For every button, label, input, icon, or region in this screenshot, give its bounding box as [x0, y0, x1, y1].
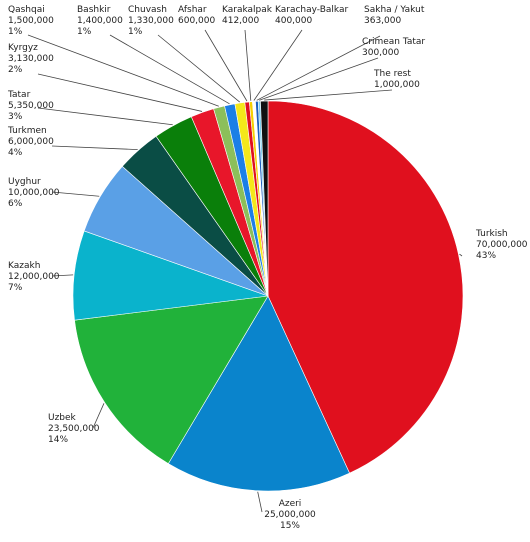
slice-label-pct-label: 1% [128, 27, 143, 37]
slice-label-pct-label: 43% [476, 251, 496, 261]
slice-label-value-label: 300,000 [362, 48, 399, 58]
slice-label-pct-label: 14% [48, 435, 68, 445]
slice-label-value-label: 1,330,000 [128, 16, 174, 26]
slice-label: Turkish 70,000,000 43% [475, 229, 528, 261]
slice-labels: Turkish 70,000,000 43% Azeri 25,000,000 15% Uz… [7, 5, 528, 531]
slice-label-value-label: 363,000 [364, 16, 401, 26]
pie-slice-turkish [267, 100, 464, 474]
slice-label-value-label: 5,350,000 [8, 101, 54, 111]
slice-label-name: Turkish [475, 229, 508, 239]
leader-line [157, 34, 240, 103]
slice-label-value-label: 600,000 [178, 16, 215, 26]
slice-label: Afshar 600,000 [178, 5, 215, 26]
slice-label-name: The rest [373, 69, 411, 79]
slice-label-value-label: 23,500,000 [48, 424, 100, 434]
slice-label-name: Tatar [7, 90, 31, 100]
slice-label: Azeri 25,000,000 15% [264, 499, 316, 531]
pie-slice-the-rest [260, 100, 269, 297]
slice-label: The rest 1,000,000 [373, 69, 420, 90]
leader-line [51, 145, 138, 150]
leader-line [264, 89, 393, 101]
leader-line [37, 73, 203, 112]
slice-label-value-label: 1,000,000 [374, 80, 420, 90]
slice-label-name: Uzbek [48, 413, 77, 423]
slice-label-value-label: 1,500,000 [8, 16, 54, 26]
leader-line [109, 34, 230, 105]
slice-label: Qashqai 1,500,000 1% [8, 5, 54, 37]
leader-line [244, 29, 252, 101]
slice-label: Turkmen 6,000,000 4% [7, 126, 54, 158]
slice-label: Uzbek 23,500,000 14% [48, 413, 100, 445]
slice-label: Crimean Tatar 300,000 [362, 37, 425, 58]
slice-label-value-label: 6,000,000 [8, 137, 54, 147]
slice-label-value-label: 1,400,000 [77, 16, 123, 26]
leader-line [257, 491, 263, 513]
slice-label-value-label: 10,000,000 [8, 188, 60, 198]
slice-label-value-label: 25,000,000 [264, 510, 316, 520]
slice-label-name: Bashkir [77, 5, 111, 15]
slice-label-name: Crimean Tatar [362, 37, 425, 47]
slice-label-value-label: 412,000 [222, 16, 259, 26]
slice-label-pct-label: 1% [8, 27, 23, 37]
leader-line [51, 191, 100, 197]
slice-label: Kyrgyz 3,130,000 2% [8, 43, 54, 75]
slice-label-pct-label: 4% [8, 148, 23, 158]
slice-label: Bashkir 1,400,000 1% [77, 5, 123, 37]
slice-label-name: Karakalpak [222, 5, 273, 15]
slice-label-name: Turkmen [7, 126, 47, 136]
slice-label-name: Uyghur [8, 177, 41, 187]
slice-label-name: Karachay-Balkar [275, 5, 348, 15]
leader-line [92, 403, 105, 429]
slice-label-name: Kazakh [8, 261, 40, 271]
slice-label-pct-label: 15% [280, 521, 300, 531]
slice-label: Chuvash 1,330,000 1% [128, 5, 174, 37]
slice-label-name: Chuvash [128, 5, 167, 15]
slice-label: Karachay-Balkar 400,000 [275, 5, 348, 26]
leader-line [459, 253, 463, 257]
slice-label-pct-label: 2% [8, 65, 23, 75]
pie-slices [72, 100, 464, 492]
pie-slice-azeri [167, 295, 350, 492]
slice-label-pct-label: 3% [8, 112, 23, 122]
slice-label-pct-label: 6% [8, 199, 23, 209]
leader-lines [27, 29, 463, 513]
slice-label: Karakalpak 412,000 [222, 5, 273, 26]
slice-label-name: Afshar [178, 5, 207, 15]
slice-label-name: Sakha / Yakut [364, 5, 425, 15]
leader-line [51, 274, 74, 277]
slice-label-name: Azeri [279, 499, 302, 509]
slice-label-name: Kyrgyz [8, 43, 38, 53]
slice-label-value-label: 400,000 [275, 16, 312, 26]
slice-label-value-label: 3,130,000 [8, 54, 54, 64]
leader-line [256, 35, 381, 101]
slice-label: Tatar 5,350,000 3% [7, 90, 54, 122]
slice-label: Kazakh 12,000,000 7% [8, 261, 60, 293]
slice-label-value-label: 12,000,000 [8, 272, 60, 282]
slice-label: Sakha / Yakut 363,000 [364, 5, 425, 26]
slice-label-pct-label: 1% [77, 27, 92, 37]
leader-line [37, 107, 173, 126]
leader-line [27, 34, 219, 107]
slice-label-pct-label: 7% [8, 283, 23, 293]
slice-label-name: Qashqai [8, 5, 45, 15]
slice-label: Uyghur 10,000,000 6% [8, 177, 60, 209]
leader-line [253, 29, 303, 101]
slice-label-value-label: 70,000,000 [476, 240, 528, 250]
leader-line [204, 29, 248, 102]
pie-slice-uzbek [74, 295, 269, 465]
leader-line [259, 57, 379, 101]
